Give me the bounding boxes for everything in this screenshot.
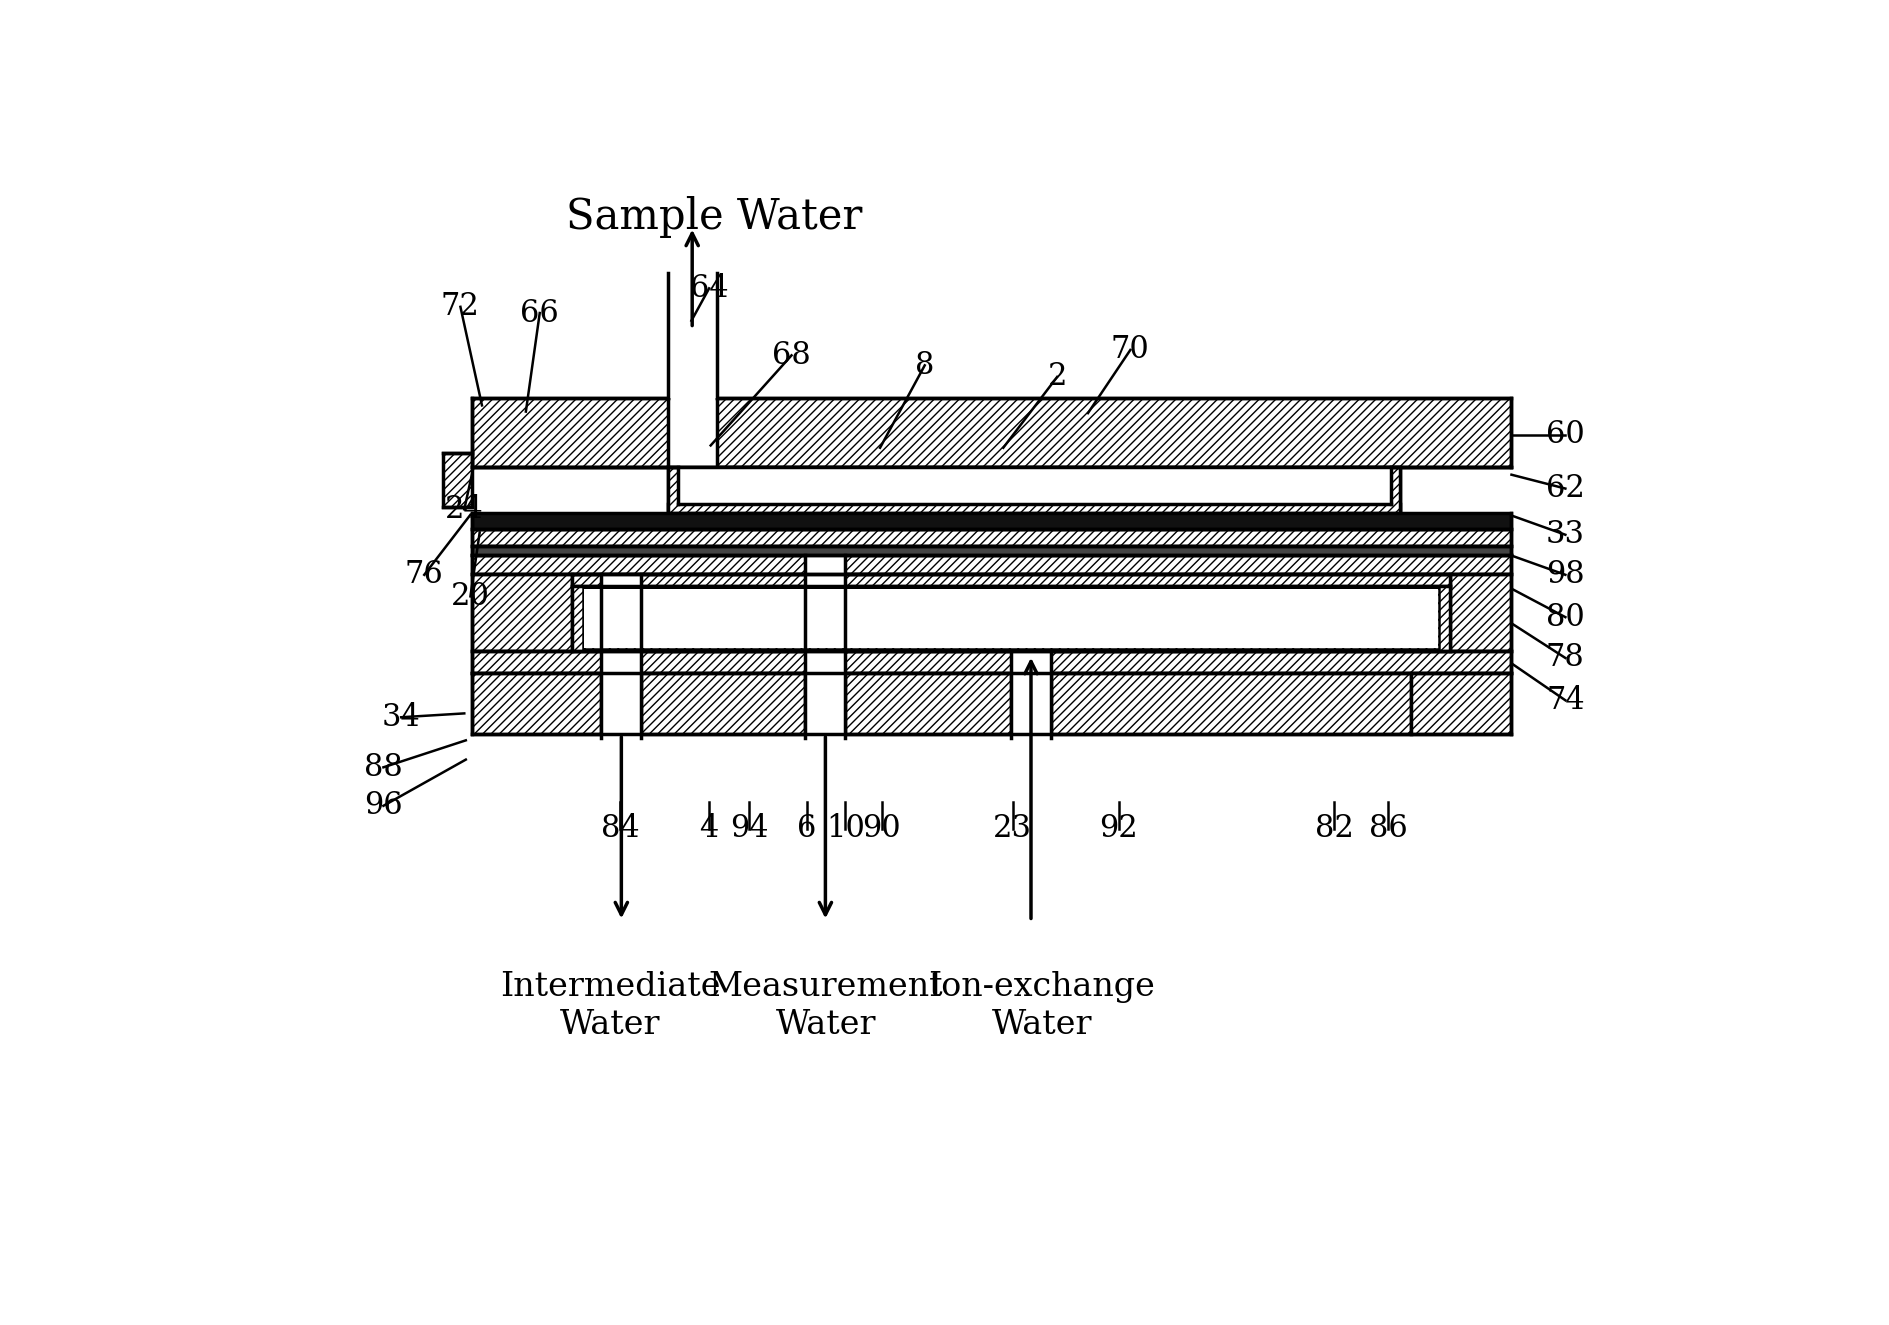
Bar	[472, 398, 669, 466]
Bar	[676, 469, 1390, 504]
Text: 66: 66	[519, 298, 559, 329]
Text: 62: 62	[1545, 473, 1585, 504]
Bar	[582, 588, 1438, 649]
Text: 34: 34	[382, 702, 419, 733]
Bar	[472, 513, 1511, 529]
Text: Sample Water: Sample Water	[567, 196, 861, 237]
Text: 2: 2	[1047, 362, 1067, 392]
Text: 8: 8	[914, 350, 933, 380]
Text: 60: 60	[1545, 419, 1583, 450]
Text: 4: 4	[699, 814, 718, 844]
Bar	[472, 555, 1511, 574]
Text: 24: 24	[444, 494, 484, 525]
Bar	[572, 587, 1449, 651]
Bar	[640, 673, 805, 734]
Bar	[1390, 466, 1400, 513]
Text: 92: 92	[1099, 814, 1137, 844]
Text: 20: 20	[451, 580, 489, 612]
Text: 70: 70	[1111, 334, 1149, 366]
Bar	[716, 398, 1511, 466]
Bar	[1050, 673, 1411, 734]
Bar	[805, 555, 844, 738]
Text: 82: 82	[1315, 814, 1353, 844]
Text: 98: 98	[1545, 559, 1583, 591]
Text: 88: 88	[365, 751, 402, 783]
Bar	[442, 453, 472, 507]
Bar	[584, 590, 1438, 648]
Bar	[472, 673, 601, 734]
Text: 68: 68	[773, 339, 810, 371]
Bar	[1449, 574, 1511, 651]
Text: 33: 33	[1545, 519, 1585, 550]
Text: 86: 86	[1368, 814, 1407, 844]
Bar	[669, 466, 676, 513]
Text: Intermediate
Water: Intermediate Water	[501, 971, 720, 1040]
Text: 76: 76	[404, 559, 444, 591]
Text: 74: 74	[1545, 685, 1583, 716]
Bar	[1011, 651, 1050, 738]
Text: 84: 84	[601, 814, 638, 844]
Text: 78: 78	[1545, 643, 1583, 673]
Text: 96: 96	[365, 790, 402, 822]
Bar	[472, 574, 572, 651]
Bar	[582, 588, 1438, 649]
Bar	[572, 574, 1449, 587]
Text: 64: 64	[689, 273, 727, 303]
Text: 94: 94	[729, 814, 769, 844]
Bar	[472, 546, 1511, 555]
Text: 23: 23	[992, 814, 1031, 844]
Bar	[844, 673, 1011, 734]
Bar	[669, 273, 716, 398]
Text: 72: 72	[440, 292, 480, 322]
Bar	[669, 504, 1400, 513]
Text: 6: 6	[797, 814, 816, 844]
Bar	[472, 651, 1511, 673]
Text: 10: 10	[825, 814, 865, 844]
Bar	[472, 529, 1511, 546]
Text: Measurement
Water: Measurement Water	[708, 971, 943, 1040]
Bar	[601, 574, 640, 738]
Text: 90: 90	[861, 814, 901, 844]
Text: 80: 80	[1545, 602, 1583, 632]
Bar	[1411, 673, 1511, 734]
Bar	[669, 466, 1400, 513]
Text: Ion-exchange
Water: Ion-exchange Water	[927, 971, 1154, 1040]
